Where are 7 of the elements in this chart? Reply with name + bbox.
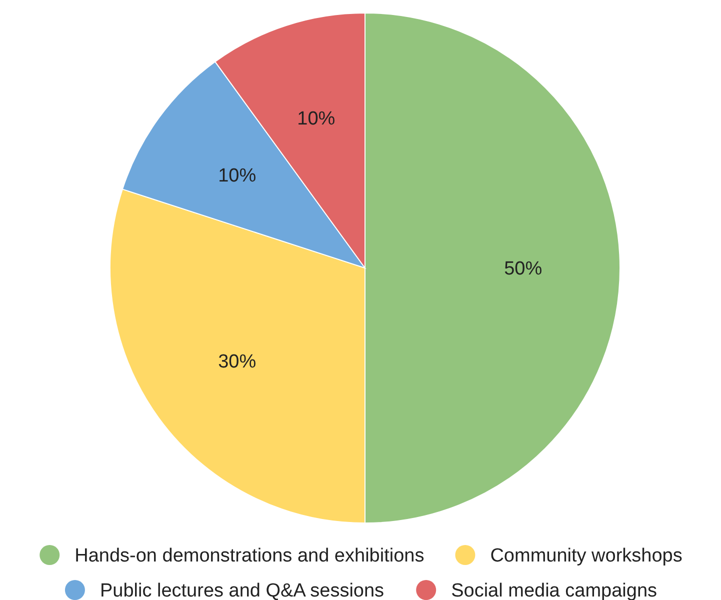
data-label: 10% (218, 166, 256, 187)
data-label: 50% (504, 258, 542, 280)
data-label: 10% (297, 108, 336, 130)
data-label: 30% (218, 352, 256, 373)
legend-label: Public lectures and Q&A sessions (100, 580, 384, 600)
legend-label: Community workshops (490, 546, 682, 567)
legend-label: Hands-on demonstrations and exhibitions (74, 546, 424, 567)
